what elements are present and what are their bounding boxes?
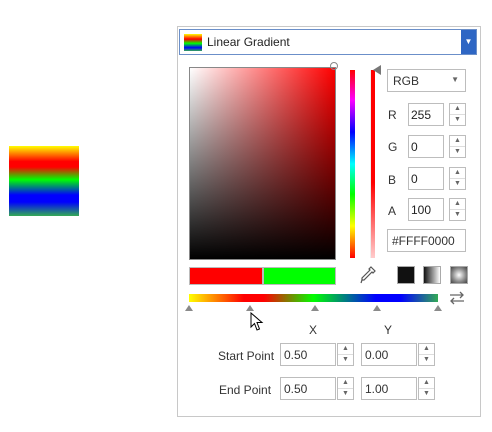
chevron-down-icon[interactable]: ▼ bbox=[419, 355, 434, 365]
y-column-label: Y bbox=[384, 323, 392, 337]
start-y-stepper[interactable]: ▲ ▼ bbox=[418, 343, 435, 366]
start-x-value: 0.50 bbox=[284, 348, 307, 362]
solid-brush-button[interactable] bbox=[397, 266, 415, 284]
chevron-down-icon[interactable]: ▼ bbox=[338, 355, 353, 365]
swap-icon[interactable] bbox=[448, 291, 466, 305]
start-x-input[interactable]: 0.50 bbox=[280, 343, 336, 366]
gradient-stop-handle[interactable] bbox=[434, 305, 442, 311]
chevron-up-icon[interactable]: ▲ bbox=[450, 199, 465, 210]
gradient-thumbnail-icon bbox=[184, 34, 202, 51]
alpha-input[interactable]: 100 bbox=[408, 198, 444, 221]
green-value: 0 bbox=[411, 140, 418, 154]
start-y-value: 0.00 bbox=[365, 348, 388, 362]
alpha-slider[interactable] bbox=[370, 70, 375, 258]
chevron-down-icon[interactable]: ▼ bbox=[419, 389, 434, 399]
chevron-up-icon[interactable]: ▲ bbox=[450, 104, 465, 115]
chevron-down-icon[interactable]: ▼ bbox=[450, 147, 465, 157]
hex-color-input[interactable]: #FFFF0000 bbox=[387, 229, 466, 252]
start-x-stepper[interactable]: ▲ ▼ bbox=[337, 343, 354, 366]
gradient-stop-handle[interactable] bbox=[311, 305, 319, 311]
red-value: 255 bbox=[411, 108, 431, 122]
channel-label-a: A bbox=[388, 204, 396, 218]
start-y-input[interactable]: 0.00 bbox=[361, 343, 417, 366]
chevron-down-icon: ▼ bbox=[451, 75, 459, 84]
radial-gradient-button[interactable] bbox=[450, 266, 468, 284]
gradient-stop-handle[interactable] bbox=[246, 305, 254, 311]
saturation-value-area[interactable] bbox=[189, 67, 336, 260]
green-stepper[interactable]: ▲ ▼ bbox=[449, 135, 466, 158]
blue-stepper[interactable]: ▲ ▼ bbox=[449, 167, 466, 190]
end-y-input[interactable]: 1.00 bbox=[361, 377, 417, 400]
red-stepper[interactable]: ▲ ▼ bbox=[449, 103, 466, 126]
gradient-stop-handle[interactable] bbox=[373, 305, 381, 311]
chevron-up-icon[interactable]: ▲ bbox=[338, 344, 353, 355]
blue-input[interactable]: 0 bbox=[408, 167, 444, 190]
end-y-value: 1.00 bbox=[365, 382, 388, 396]
gradient-preview-swatch bbox=[9, 146, 79, 216]
current-color-swatch bbox=[189, 267, 263, 285]
end-x-input[interactable]: 0.50 bbox=[280, 377, 336, 400]
hex-value: #FFFF0000 bbox=[392, 234, 455, 248]
channel-label-r: R bbox=[388, 108, 397, 122]
gradient-stop-handle[interactable] bbox=[185, 305, 193, 311]
chevron-down-icon[interactable]: ▼ bbox=[450, 210, 465, 220]
chevron-up-icon[interactable]: ▲ bbox=[338, 378, 353, 389]
eyedropper-icon[interactable] bbox=[360, 266, 376, 284]
color-mode-value: RGB bbox=[393, 74, 419, 88]
red-input[interactable]: 255 bbox=[408, 103, 444, 126]
blue-value: 0 bbox=[411, 172, 418, 186]
chevron-up-icon[interactable]: ▲ bbox=[450, 168, 465, 179]
end-x-stepper[interactable]: ▲ ▼ bbox=[337, 377, 354, 400]
end-x-value: 0.50 bbox=[284, 382, 307, 396]
hue-slider[interactable] bbox=[350, 70, 355, 258]
chevron-up-icon[interactable]: ▲ bbox=[419, 378, 434, 389]
end-y-stepper[interactable]: ▲ ▼ bbox=[418, 377, 435, 400]
alpha-stepper[interactable]: ▲ ▼ bbox=[449, 198, 466, 221]
channel-label-b: B bbox=[388, 173, 396, 187]
color-mode-select[interactable]: RGB ▼ bbox=[387, 69, 466, 92]
color-selector-handle[interactable] bbox=[330, 62, 338, 70]
chevron-up-icon[interactable]: ▲ bbox=[419, 344, 434, 355]
slider-thumb-icon[interactable] bbox=[373, 65, 381, 75]
channel-label-g: G bbox=[388, 140, 397, 154]
linear-gradient-button[interactable] bbox=[423, 266, 441, 284]
chevron-up-icon[interactable]: ▲ bbox=[450, 136, 465, 147]
brush-type-label: Linear Gradient bbox=[207, 35, 290, 49]
chevron-down-icon[interactable]: ▼ bbox=[338, 389, 353, 399]
chevron-down-icon[interactable]: ▼ bbox=[450, 179, 465, 189]
end-point-label: End Point bbox=[219, 383, 271, 397]
chevron-down-icon[interactable]: ▼ bbox=[461, 30, 476, 54]
gradient-editor-bar[interactable] bbox=[189, 294, 438, 302]
mouse-cursor-icon bbox=[250, 312, 264, 332]
brush-type-dropdown[interactable]: Linear Gradient ▼ bbox=[179, 29, 477, 55]
alpha-value: 100 bbox=[411, 203, 431, 217]
chevron-down-icon[interactable]: ▼ bbox=[450, 115, 465, 125]
start-point-label: Start Point bbox=[218, 349, 274, 363]
x-column-label: X bbox=[309, 323, 317, 337]
green-input[interactable]: 0 bbox=[408, 135, 444, 158]
previous-color-swatch[interactable] bbox=[263, 267, 336, 285]
